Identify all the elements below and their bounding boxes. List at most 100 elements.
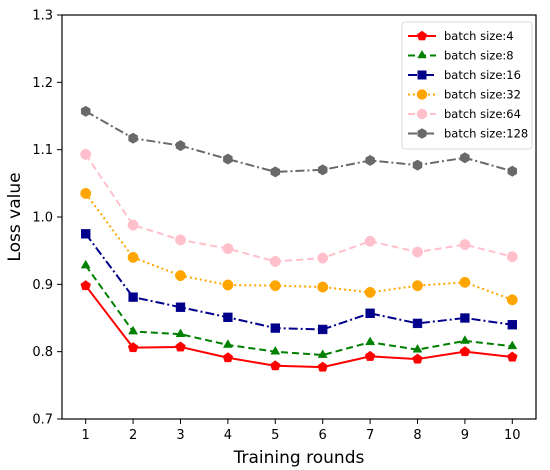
data-point [507, 351, 518, 362]
x-axis-label: Training rounds [233, 448, 365, 468]
series-line [84, 153, 513, 263]
data-point [460, 152, 470, 164]
data-point [364, 286, 376, 298]
series-line [84, 233, 513, 331]
data-point [175, 234, 186, 246]
data-point [317, 252, 329, 264]
y-tick-label: 1.1 [32, 143, 53, 158]
series-batch-size-8 [80, 259, 518, 358]
legend-item: batch size:4 [408, 29, 514, 43]
y-tick-label: 1.2 [32, 76, 53, 91]
legend-label: batch size:16 [444, 68, 521, 82]
series-line [85, 110, 513, 173]
series-batch-size-16 [81, 229, 517, 335]
data-point [127, 219, 139, 231]
data-point [412, 280, 423, 292]
legend-box [401, 21, 533, 150]
data-point [459, 239, 471, 251]
series-line [84, 192, 513, 301]
data-point [460, 313, 470, 323]
data-point [417, 70, 427, 80]
series-batch-size-4 [80, 280, 518, 372]
data-point [128, 292, 138, 302]
data-point [416, 30, 428, 41]
legend-item: batch size:64 [408, 107, 521, 121]
data-point [507, 165, 518, 177]
data-point [127, 251, 139, 263]
data-point [80, 187, 92, 199]
data-point [223, 153, 233, 165]
data-point [412, 353, 423, 364]
data-point [365, 154, 375, 166]
x-tick-label: 6 [319, 428, 327, 443]
data-point [364, 235, 376, 247]
data-point [459, 276, 471, 288]
legend-item: batch size:8 [408, 49, 514, 63]
x-tick-label: 2 [129, 428, 137, 443]
data-point [128, 132, 138, 144]
legend-item: batch size:128 [408, 127, 528, 141]
data-point [222, 243, 234, 255]
data-point [507, 320, 517, 330]
data-point [417, 128, 427, 139]
data-point [317, 164, 328, 176]
data-point [81, 229, 91, 239]
x-tick-label: 1 [82, 428, 90, 443]
data-point [222, 339, 233, 348]
data-point [417, 49, 427, 59]
x-tick-label: 5 [271, 428, 279, 443]
data-point [80, 280, 91, 291]
series-batch-size-64 [80, 148, 518, 267]
series-batch-size-128 [80, 105, 518, 178]
series-line [84, 285, 513, 369]
series-line [84, 264, 513, 357]
data-point [507, 340, 518, 350]
legend-label: batch size:8 [444, 49, 514, 63]
legend-label: batch size:4 [444, 29, 514, 43]
legend-label: batch size:128 [444, 127, 528, 141]
x-tick-label: 3 [176, 428, 184, 443]
series-batch-size-32 [80, 187, 518, 306]
data-point [318, 324, 328, 335]
data-point [459, 346, 471, 357]
data-point [80, 259, 91, 269]
data-point [175, 302, 186, 312]
x-tick-label: 10 [504, 428, 521, 443]
y-tick-label: 0.9 [32, 278, 53, 293]
data-point [270, 166, 281, 178]
data-point [175, 328, 186, 338]
y-tick-label: 0.8 [32, 345, 53, 360]
legend-label: batch size:32 [444, 88, 521, 102]
data-point [269, 255, 281, 267]
series-layer [80, 105, 518, 372]
data-point [317, 349, 328, 358]
data-point [364, 350, 376, 361]
data-point [222, 279, 234, 291]
data-point [506, 251, 518, 263]
data-point [317, 281, 329, 293]
legend: batch size:4 batch size:8 batch size:16 bat… [401, 21, 533, 150]
data-point [223, 312, 233, 322]
data-point [365, 336, 376, 346]
y-tick-label: 1.3 [32, 9, 53, 24]
x-tick-label: 7 [366, 428, 374, 443]
data-point [317, 361, 328, 372]
data-point [416, 89, 428, 100]
data-point [270, 360, 281, 371]
data-point [80, 105, 91, 117]
x-tick-label: 8 [413, 428, 421, 443]
axis-ticks: 1 2 3 4 5 6 7 8 9 10 0.7 0.8 0.9 1.0 1.1 1.2 1.3 [32, 9, 520, 444]
data-point [269, 280, 281, 292]
x-tick-label: 9 [461, 428, 469, 443]
data-point [412, 246, 423, 258]
data-point [175, 341, 186, 352]
data-point [416, 108, 428, 120]
data-point [128, 325, 139, 335]
data-point [412, 159, 423, 171]
y-tick-label: 0.7 [32, 413, 53, 428]
data-point [127, 342, 139, 353]
data-point [412, 343, 423, 353]
data-point [365, 308, 375, 318]
data-point [222, 352, 234, 363]
